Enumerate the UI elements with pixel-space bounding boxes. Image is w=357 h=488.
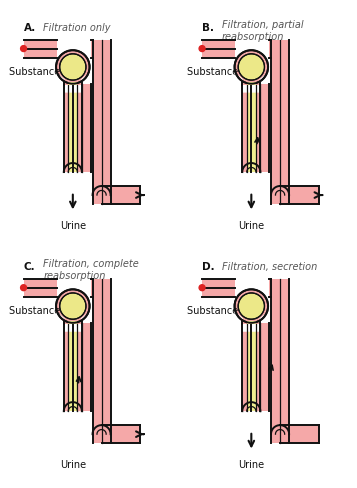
Polygon shape bbox=[235, 74, 268, 92]
Bar bbox=[68, 321, 77, 324]
Polygon shape bbox=[68, 167, 77, 172]
Text: Substance D: Substance D bbox=[187, 306, 249, 316]
Bar bbox=[280, 425, 319, 443]
Circle shape bbox=[56, 50, 90, 84]
Bar bbox=[92, 40, 111, 204]
Text: Urine: Urine bbox=[238, 460, 265, 469]
Text: B.: B. bbox=[202, 22, 214, 33]
Bar bbox=[73, 323, 91, 411]
Bar bbox=[247, 324, 256, 411]
Circle shape bbox=[199, 285, 205, 291]
Text: Substance C: Substance C bbox=[9, 306, 70, 316]
Bar bbox=[102, 186, 140, 204]
Circle shape bbox=[21, 45, 26, 52]
Polygon shape bbox=[64, 163, 82, 172]
Bar bbox=[24, 279, 57, 297]
Circle shape bbox=[60, 293, 86, 319]
Polygon shape bbox=[56, 313, 89, 331]
Text: Substance A: Substance A bbox=[9, 67, 70, 77]
Polygon shape bbox=[56, 74, 89, 92]
Polygon shape bbox=[64, 402, 82, 411]
Circle shape bbox=[199, 45, 205, 52]
Bar bbox=[64, 82, 82, 84]
Bar bbox=[280, 425, 319, 443]
Text: reabsorption: reabsorption bbox=[222, 32, 284, 41]
Bar bbox=[92, 279, 111, 443]
Bar bbox=[270, 40, 271, 58]
Bar bbox=[270, 279, 271, 297]
Text: Urine: Urine bbox=[238, 221, 265, 230]
Bar bbox=[251, 84, 270, 172]
Polygon shape bbox=[242, 163, 260, 172]
Bar bbox=[242, 321, 260, 324]
Circle shape bbox=[21, 285, 26, 291]
Polygon shape bbox=[276, 429, 285, 434]
Circle shape bbox=[235, 289, 268, 323]
Polygon shape bbox=[92, 186, 111, 195]
Circle shape bbox=[238, 54, 265, 80]
Text: A.: A. bbox=[24, 22, 36, 33]
Bar bbox=[272, 280, 288, 443]
Bar bbox=[102, 425, 140, 443]
Text: D.: D. bbox=[202, 262, 215, 272]
Bar bbox=[91, 40, 92, 58]
Bar bbox=[242, 84, 260, 172]
Bar bbox=[64, 324, 82, 411]
Bar bbox=[68, 84, 77, 172]
Bar bbox=[64, 84, 82, 172]
Text: Substance B: Substance B bbox=[187, 67, 248, 77]
Text: Filtration only: Filtration only bbox=[43, 22, 111, 33]
Bar bbox=[68, 324, 77, 411]
Polygon shape bbox=[235, 313, 268, 331]
Polygon shape bbox=[242, 402, 260, 411]
Bar bbox=[73, 84, 91, 172]
Polygon shape bbox=[271, 425, 289, 434]
Bar bbox=[251, 323, 270, 411]
Circle shape bbox=[60, 54, 86, 80]
Bar bbox=[64, 321, 82, 324]
Bar bbox=[280, 186, 319, 204]
Bar bbox=[242, 82, 260, 84]
Bar bbox=[242, 324, 260, 411]
Bar bbox=[247, 321, 256, 324]
Polygon shape bbox=[271, 186, 289, 195]
Bar bbox=[202, 40, 235, 58]
Circle shape bbox=[235, 50, 268, 84]
Bar bbox=[24, 40, 57, 58]
Bar bbox=[68, 82, 77, 84]
Bar bbox=[271, 40, 289, 204]
Text: C.: C. bbox=[24, 262, 35, 272]
Text: Filtration, complete: Filtration, complete bbox=[43, 259, 139, 269]
Bar bbox=[91, 279, 92, 297]
Polygon shape bbox=[92, 425, 111, 434]
Text: reabsorption: reabsorption bbox=[43, 271, 106, 281]
Text: Urine: Urine bbox=[60, 460, 86, 469]
Bar bbox=[247, 82, 256, 84]
Bar bbox=[271, 279, 289, 443]
Circle shape bbox=[56, 289, 90, 323]
Bar bbox=[247, 84, 256, 172]
Text: Filtration, secretion: Filtration, secretion bbox=[222, 262, 317, 272]
Circle shape bbox=[238, 293, 265, 319]
Text: Filtration, partial: Filtration, partial bbox=[222, 20, 303, 30]
Text: Urine: Urine bbox=[60, 221, 86, 230]
Bar bbox=[202, 279, 235, 297]
